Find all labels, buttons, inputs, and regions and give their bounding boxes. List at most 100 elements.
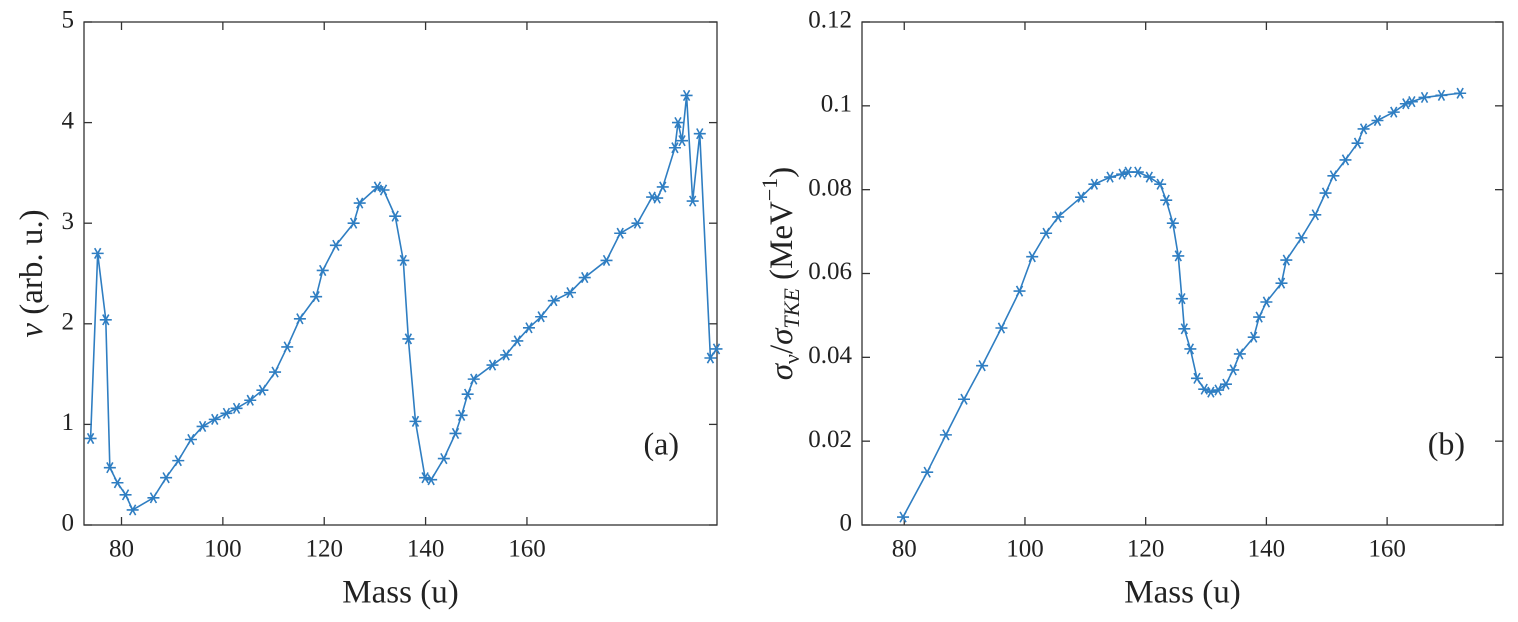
data-point	[1175, 293, 1188, 305]
x-tick-label: 160	[508, 536, 546, 563]
data-point	[347, 217, 360, 229]
data-point	[1040, 227, 1053, 239]
data-point	[91, 247, 104, 259]
data-point	[99, 314, 112, 326]
data-point	[995, 322, 1008, 334]
data-point	[535, 311, 548, 323]
data-point	[1260, 296, 1273, 308]
data-point	[1172, 250, 1185, 262]
data-point	[1339, 154, 1352, 166]
data-point	[389, 210, 402, 222]
data-point	[564, 287, 577, 299]
data-point	[310, 291, 323, 303]
data-point	[1253, 311, 1266, 323]
data-point	[160, 472, 173, 484]
x-tick-label: 100	[204, 536, 242, 563]
data-line	[89, 95, 718, 512]
y-tick-label: 0.06	[808, 258, 852, 285]
y-tick-label: 0.12	[808, 7, 852, 34]
data-point	[522, 322, 535, 334]
y-axis-label-part: −1	[757, 178, 782, 201]
data-point	[1075, 191, 1088, 203]
data-point	[1166, 217, 1179, 229]
data-point	[269, 366, 282, 378]
data-point	[1143, 171, 1156, 183]
data-point	[220, 407, 233, 419]
data-point	[126, 504, 139, 516]
panel: 80 100 120 140 160 0 0.02 0.04 0.06 0.08 0.1 0.12 Ma…	[757, 7, 1504, 611]
data-point	[208, 413, 221, 425]
data-point	[256, 384, 269, 396]
data-point	[1435, 89, 1448, 101]
y-axis-label-part: ν	[779, 354, 804, 364]
data-point	[1387, 106, 1400, 118]
data-point	[547, 295, 560, 307]
x-tick-label: 80	[109, 536, 134, 563]
data-point	[939, 429, 952, 441]
data-point	[600, 254, 613, 267]
data-point	[196, 420, 209, 433]
y-axis-label: ν (arb. u.)	[14, 209, 50, 337]
data-point	[651, 192, 664, 204]
data-point	[1088, 178, 1101, 190]
data-point	[1247, 331, 1260, 343]
data-line	[902, 92, 1461, 518]
data-point	[1295, 232, 1308, 244]
x-tick-label: 140	[407, 536, 445, 563]
data-point	[1275, 277, 1288, 289]
data-point	[710, 343, 723, 355]
data-point	[676, 135, 689, 147]
x-axis-label: Mass (u)	[1124, 575, 1240, 611]
data-point	[578, 271, 591, 284]
data-point	[1212, 384, 1225, 396]
data-point	[281, 341, 294, 353]
y-tick-label: 0.02	[808, 426, 852, 453]
plot-frame	[861, 21, 1504, 526]
data-point	[693, 128, 706, 140]
data-point	[958, 393, 971, 405]
y-tick-label: 0	[840, 510, 853, 537]
data-point	[671, 117, 684, 129]
data-point	[467, 373, 480, 385]
x-tick-label: 140	[1248, 536, 1286, 563]
data-point	[1309, 209, 1322, 221]
data-point	[1131, 166, 1144, 178]
data-point	[1371, 114, 1384, 127]
x-tick-label: 120	[1127, 536, 1165, 563]
plot-frame	[83, 21, 718, 526]
y-tick-label: 0	[62, 510, 75, 537]
data-point	[402, 333, 415, 345]
y-axis-label-part: σ	[764, 327, 800, 345]
data-point	[1280, 254, 1293, 266]
data-point	[103, 462, 116, 474]
data-point	[976, 360, 989, 372]
data-point	[1405, 96, 1418, 108]
data-point	[1104, 171, 1117, 183]
data-point	[1351, 137, 1364, 149]
y-axis-label-part: ν	[14, 323, 50, 338]
data-point	[461, 388, 474, 400]
data-point	[1357, 123, 1370, 135]
data-point	[329, 239, 342, 251]
data-point	[1219, 378, 1232, 390]
data-point	[486, 359, 499, 371]
data-point	[425, 474, 438, 486]
x-axis-label: Mass (u)	[342, 575, 458, 611]
y-axis-label-part: (MeV	[764, 201, 800, 288]
x-tick-label: 120	[305, 536, 343, 563]
data-point	[172, 455, 185, 467]
data-point	[119, 489, 132, 501]
data-point	[686, 195, 699, 207]
y-tick-label: 2	[62, 309, 75, 336]
y-tick-label: 1	[62, 409, 75, 436]
data-point	[1013, 285, 1026, 297]
data-point	[500, 349, 513, 361]
data-point	[897, 511, 910, 523]
y-tick-label: 3	[62, 208, 75, 235]
data-point	[1178, 323, 1191, 335]
y-axis-label: σν/σTKE (MeV−1)	[757, 167, 804, 381]
data-point	[704, 352, 717, 364]
data-point	[614, 227, 627, 239]
